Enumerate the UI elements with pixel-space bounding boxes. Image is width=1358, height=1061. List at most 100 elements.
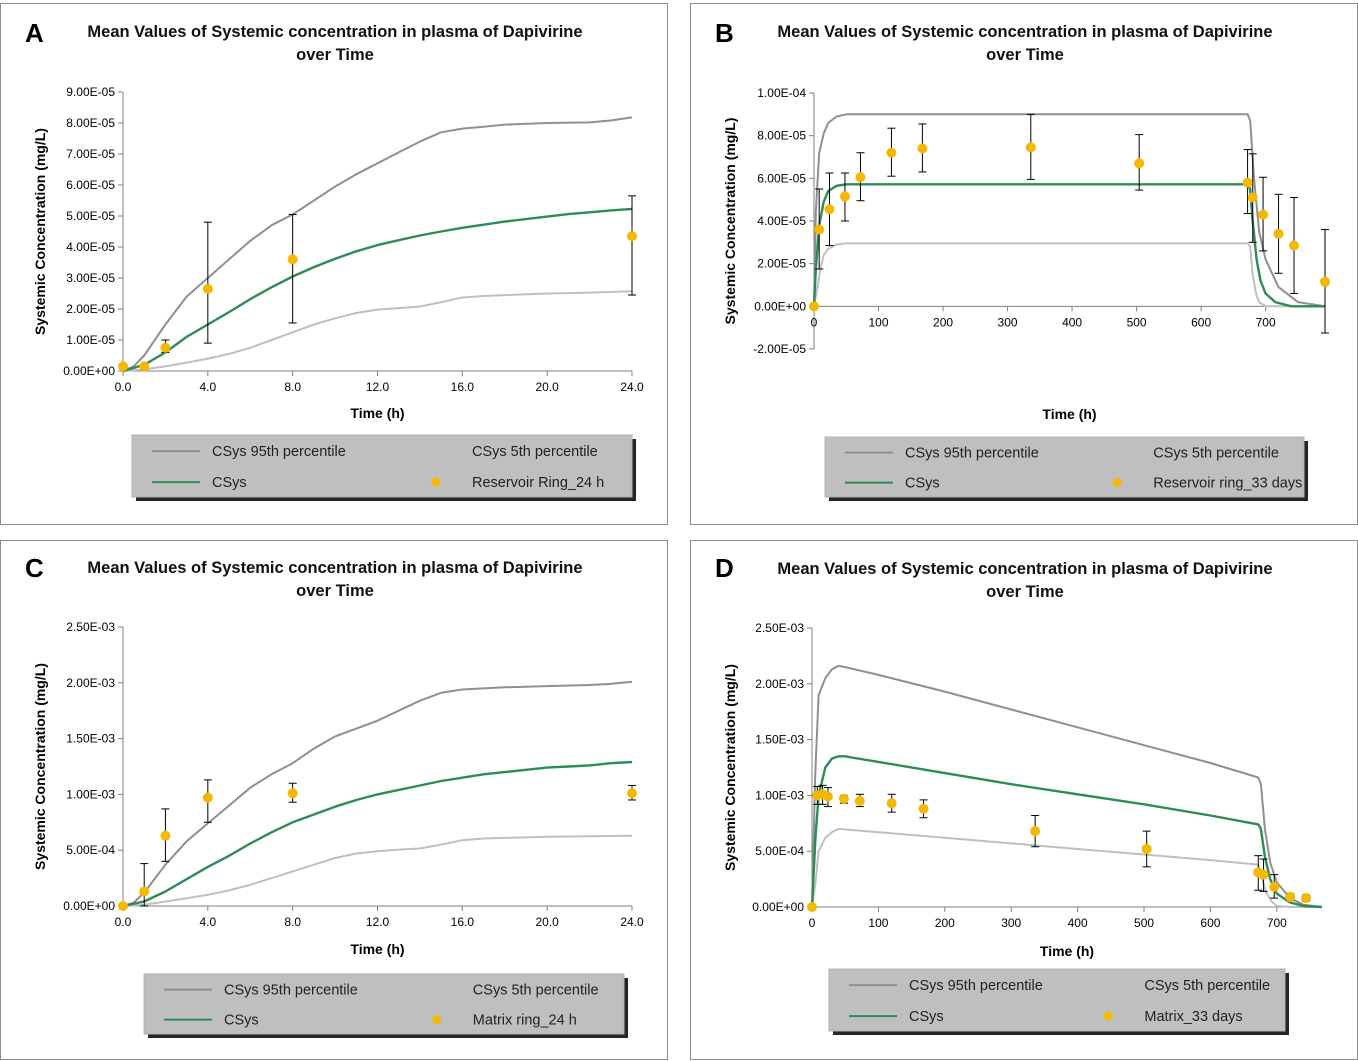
data-point (886, 798, 897, 809)
panel-a: A Mean Values of Systemic concentration … (0, 3, 668, 525)
data-point (1285, 891, 1296, 902)
y-tick-label: 4.00E-05 (66, 240, 115, 254)
series-line-csys (122, 760, 633, 908)
y-tick-label: -2.00E-05 (753, 342, 806, 356)
x-tick-label: 8.0 (284, 380, 301, 394)
panel-label-d: D (715, 553, 734, 583)
series-line-csys-95th-percentile (122, 116, 633, 372)
x-tick-label: 12.0 (366, 380, 390, 394)
series-line-csys-5th-percentile (813, 242, 1325, 308)
y-tick-label: 1.00E-05 (66, 333, 115, 347)
panel-b: B Mean Values of Systemic concentration … (690, 3, 1358, 525)
x-tick-label: 4.0 (199, 915, 216, 929)
data-point (1025, 142, 1036, 153)
y-tick-label: 0.00E+00 (754, 299, 806, 313)
legend-label: CSys 5th percentile (1153, 446, 1279, 462)
legend-box (131, 434, 633, 498)
legend-label: Reservoir Ring_24 h (472, 475, 604, 491)
y-tick-label: 1.00E-03 (755, 788, 804, 802)
x-tick-label: 16.0 (451, 915, 475, 929)
legend-label: CSys (909, 1009, 944, 1025)
legend-label: CSys 95th percentile (909, 978, 1043, 994)
x-axis-label: Time (h) (1042, 406, 1096, 422)
y-axis-label: Systemic Concentration (mg/L) (32, 128, 48, 335)
legend-label: CSys 95th percentile (212, 444, 346, 460)
x-tick-label: 0.0 (115, 915, 132, 929)
data-point (807, 902, 817, 912)
x-tick-label: 700 (1267, 916, 1287, 930)
legend-label: Matrix_33 days (1144, 1009, 1242, 1025)
data-point (1258, 869, 1269, 880)
series-line-csys (810, 755, 1323, 909)
chart-b: B Mean Values of Systemic concentration … (715, 18, 1330, 501)
legend-label: Matrix ring_24 h (473, 1013, 577, 1029)
series-line-csys-5th-percentile (122, 290, 633, 372)
y-tick-label: 7.00E-05 (66, 147, 115, 161)
y-tick-label: 3.00E-05 (66, 271, 115, 285)
x-tick-label: 300 (998, 315, 1018, 329)
series-line-csys-95th-percentile (811, 664, 1323, 908)
x-axis-label: Time (h) (350, 941, 404, 957)
y-tick-label: 9.00E-05 (66, 85, 115, 99)
panel-label-a: A (25, 18, 44, 48)
data-point (1289, 240, 1300, 251)
series-line-csys (122, 207, 633, 373)
data-point (809, 301, 819, 312)
y-tick-label: 2.00E-03 (66, 676, 115, 690)
series-line-csys-95th-percentile (813, 113, 1326, 308)
y-tick-label: 2.00E-03 (755, 677, 804, 691)
y-tick-label: 4.00E-05 (757, 214, 806, 228)
x-tick-label: 20.0 (535, 380, 559, 394)
y-tick-label: 1.00E-04 (757, 86, 806, 100)
x-tick-label: 20.0 (535, 915, 559, 929)
y-tick-label: 2.00E-05 (66, 302, 115, 316)
data-point (917, 143, 928, 154)
chart-title-line-2: over Time (296, 46, 374, 64)
legend-box (824, 436, 1305, 498)
y-tick-label: 2.00E-05 (757, 257, 806, 271)
x-tick-label: 0.0 (115, 380, 132, 394)
x-tick-label: 100 (869, 315, 889, 329)
data-point (824, 204, 835, 215)
chart-title-line-1: Mean Values of Systemic concentration in… (87, 559, 582, 577)
panel-label-c: C (25, 553, 44, 583)
chart-title-line-2: over Time (986, 46, 1064, 64)
data-point (139, 361, 150, 372)
chart-title-line-2: over Time (986, 583, 1064, 601)
y-tick-label: 6.00E-05 (757, 171, 806, 185)
data-point (287, 254, 298, 265)
chart-title-line-1: Mean Values of Systemic concentration in… (777, 23, 1272, 41)
data-point (822, 791, 833, 802)
x-tick-label: 100 (868, 916, 888, 930)
data-point (1320, 276, 1330, 287)
data-point (839, 191, 850, 202)
y-tick-label: 0.00E+00 (752, 900, 804, 914)
x-tick-label: 0 (809, 916, 816, 930)
data-point (814, 224, 825, 235)
x-tick-label: 400 (1062, 315, 1082, 329)
data-point (1273, 228, 1284, 239)
x-tick-label: 300 (1001, 916, 1021, 930)
data-point (855, 172, 866, 183)
y-tick-label: 1.50E-03 (66, 732, 115, 746)
data-point (838, 793, 849, 804)
series-line-csys (812, 183, 1325, 308)
legend-label: CSys 95th percentile (905, 446, 1039, 462)
data-point (627, 231, 637, 242)
data-point (160, 342, 171, 353)
legend-label: CSys (212, 475, 247, 491)
y-tick-label: 5.00E-04 (66, 843, 115, 857)
legend-label: CSys (224, 1013, 259, 1029)
legend-label: Reservoir ring_33 days (1153, 476, 1302, 492)
x-tick-label: 500 (1134, 916, 1154, 930)
series-line-csys-95th-percentile (122, 680, 633, 907)
x-tick-label: 4.0 (199, 380, 216, 394)
data-point (1301, 893, 1312, 904)
x-tick-label: 12.0 (366, 915, 390, 929)
y-tick-label: 5.00E-04 (755, 844, 804, 858)
y-tick-label: 0.00E+00 (63, 899, 115, 913)
data-point (202, 792, 213, 803)
data-point (118, 361, 128, 372)
y-tick-label: 8.00E-05 (66, 116, 115, 130)
legend-label: CSys 5th percentile (472, 444, 598, 460)
